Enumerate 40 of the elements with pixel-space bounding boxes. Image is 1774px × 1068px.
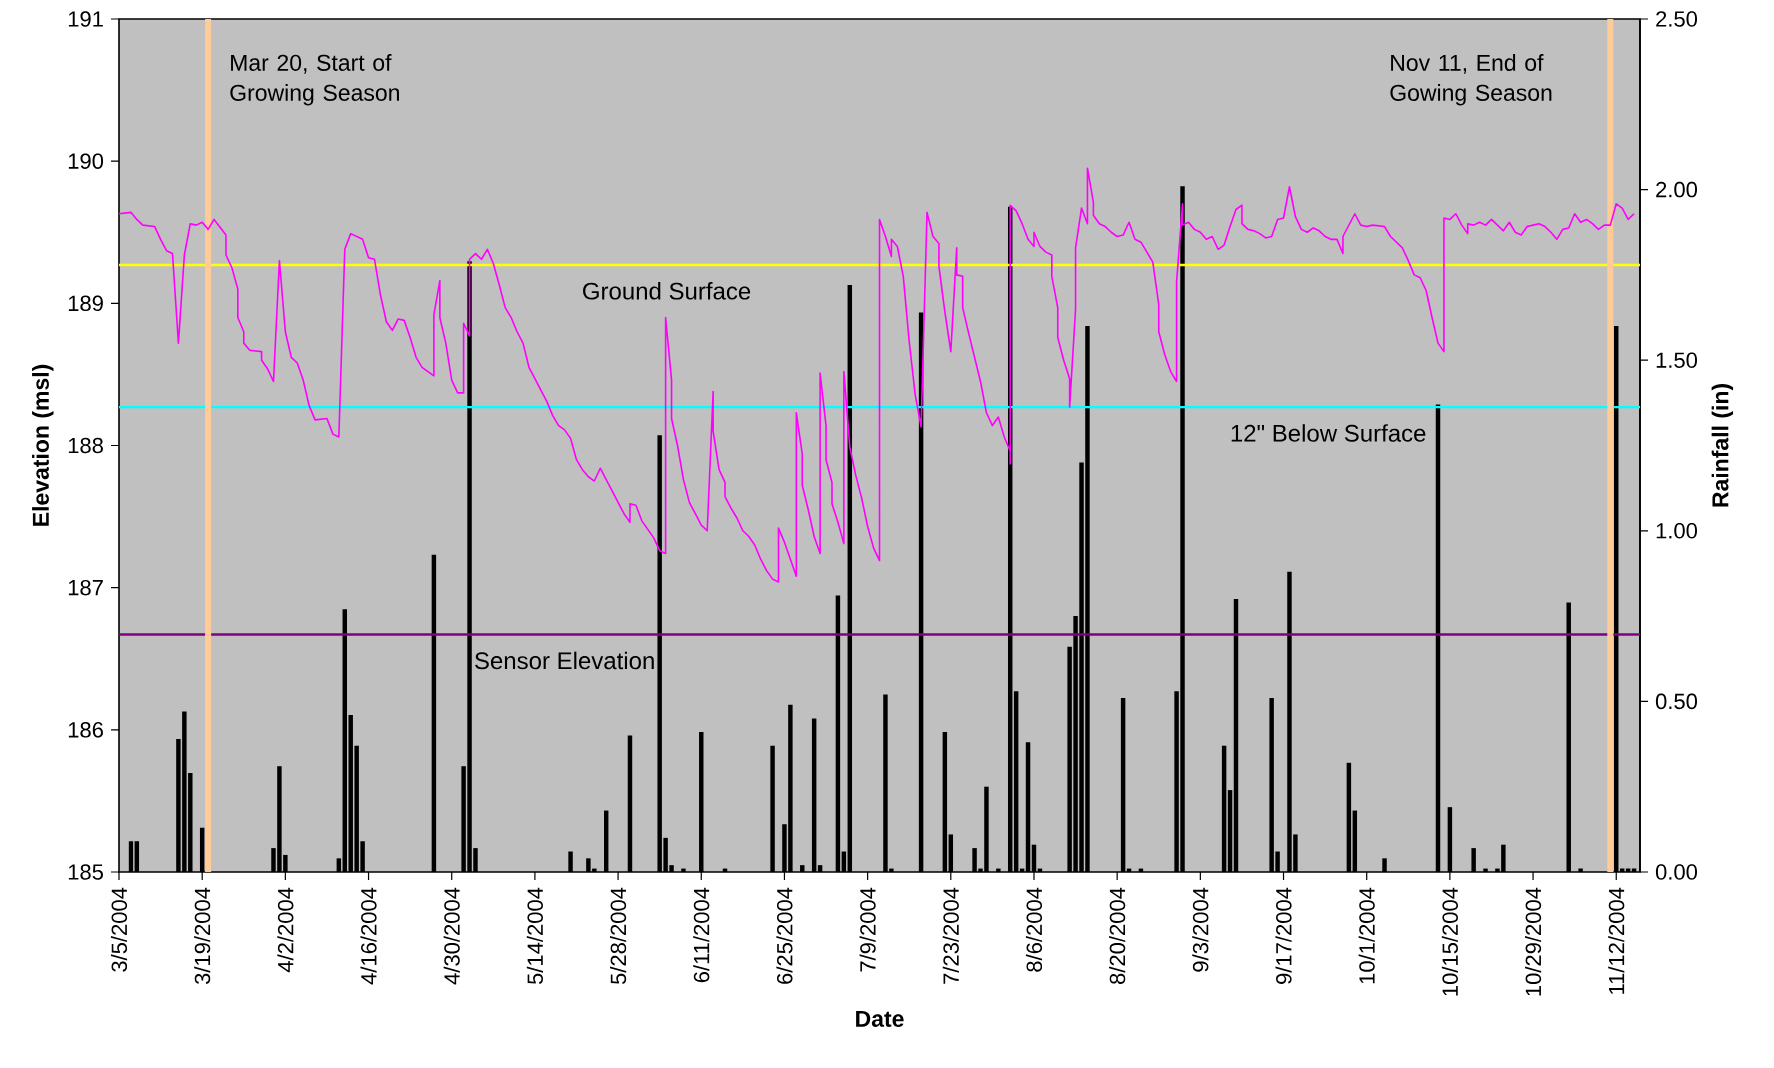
y2-tick-label: 0.50: [1655, 693, 1698, 710]
x-tick-label: 9/3/2004: [1192, 887, 1209, 972]
y2-tick-label: 2.50: [1656, 11, 1698, 27]
x-tick-label: 3/5/2004: [110, 887, 128, 972]
y-tick-label: 188: [68, 437, 103, 454]
x-tick-label: 9/17/2004: [1275, 887, 1292, 984]
x-tick-label: 10/29/2004: [1524, 887, 1542, 996]
x-tick-label: 8/20/2004: [1109, 887, 1126, 984]
x-tick-label: 5/14/2004: [526, 887, 543, 985]
y-tick-label: 190: [68, 153, 104, 169]
y-tick-label: 186: [68, 722, 103, 738]
x-tick-label: 7/9/2004: [859, 887, 876, 972]
ref-line-label: 12" Below Surface: [1231, 424, 1426, 442]
x-tick-label: 7/23/2004: [942, 887, 959, 984]
y-tick-label: 187: [68, 579, 103, 596]
x-axis-title: Date: [856, 1010, 904, 1027]
x-tick-label: 8/6/2004: [1025, 887, 1043, 972]
x-tick-label: 3/19/2004: [194, 887, 211, 985]
x-tick-label: 10/1/2004: [1358, 887, 1375, 984]
y-tick-label: 189: [68, 295, 103, 312]
x-tick-label: 6/11/2004: [693, 887, 710, 983]
ref-line-label: Mar 20, Start of Growing Season: [230, 54, 399, 106]
x-tick-label: 10/15/2004: [1441, 887, 1458, 996]
y-tick-label: 191: [68, 11, 103, 27]
ref-line-label: Nov 11, End of Gowing Season: [1390, 54, 1552, 106]
y2-tick-label: 1.00: [1656, 523, 1698, 539]
x-tick-label: 11/12/2004: [1608, 887, 1625, 994]
y-tick-label: 185: [68, 864, 103, 880]
y2-tick-label: 1.50: [1656, 352, 1698, 368]
y2-tick-label: 2.00: [1656, 181, 1698, 198]
x-tick-label: 6/25/2004: [776, 887, 793, 984]
y2-tick-label: 0.00: [1655, 864, 1698, 880]
ref-line-label: Sensor Elevation: [475, 651, 654, 670]
x-tick-label: 5/28/2004: [610, 887, 627, 985]
y-axis-title: Elevation (msl): [32, 364, 54, 526]
x-tick-label: 4/16/2004: [360, 887, 377, 985]
x-tick-label: 4/2/2004: [277, 887, 294, 973]
x-tick-label: 4/30/2004: [443, 887, 460, 985]
y2-axis-title: Rainfall (in): [1711, 384, 1734, 507]
ref-line-label: Ground Surface: [583, 282, 751, 300]
